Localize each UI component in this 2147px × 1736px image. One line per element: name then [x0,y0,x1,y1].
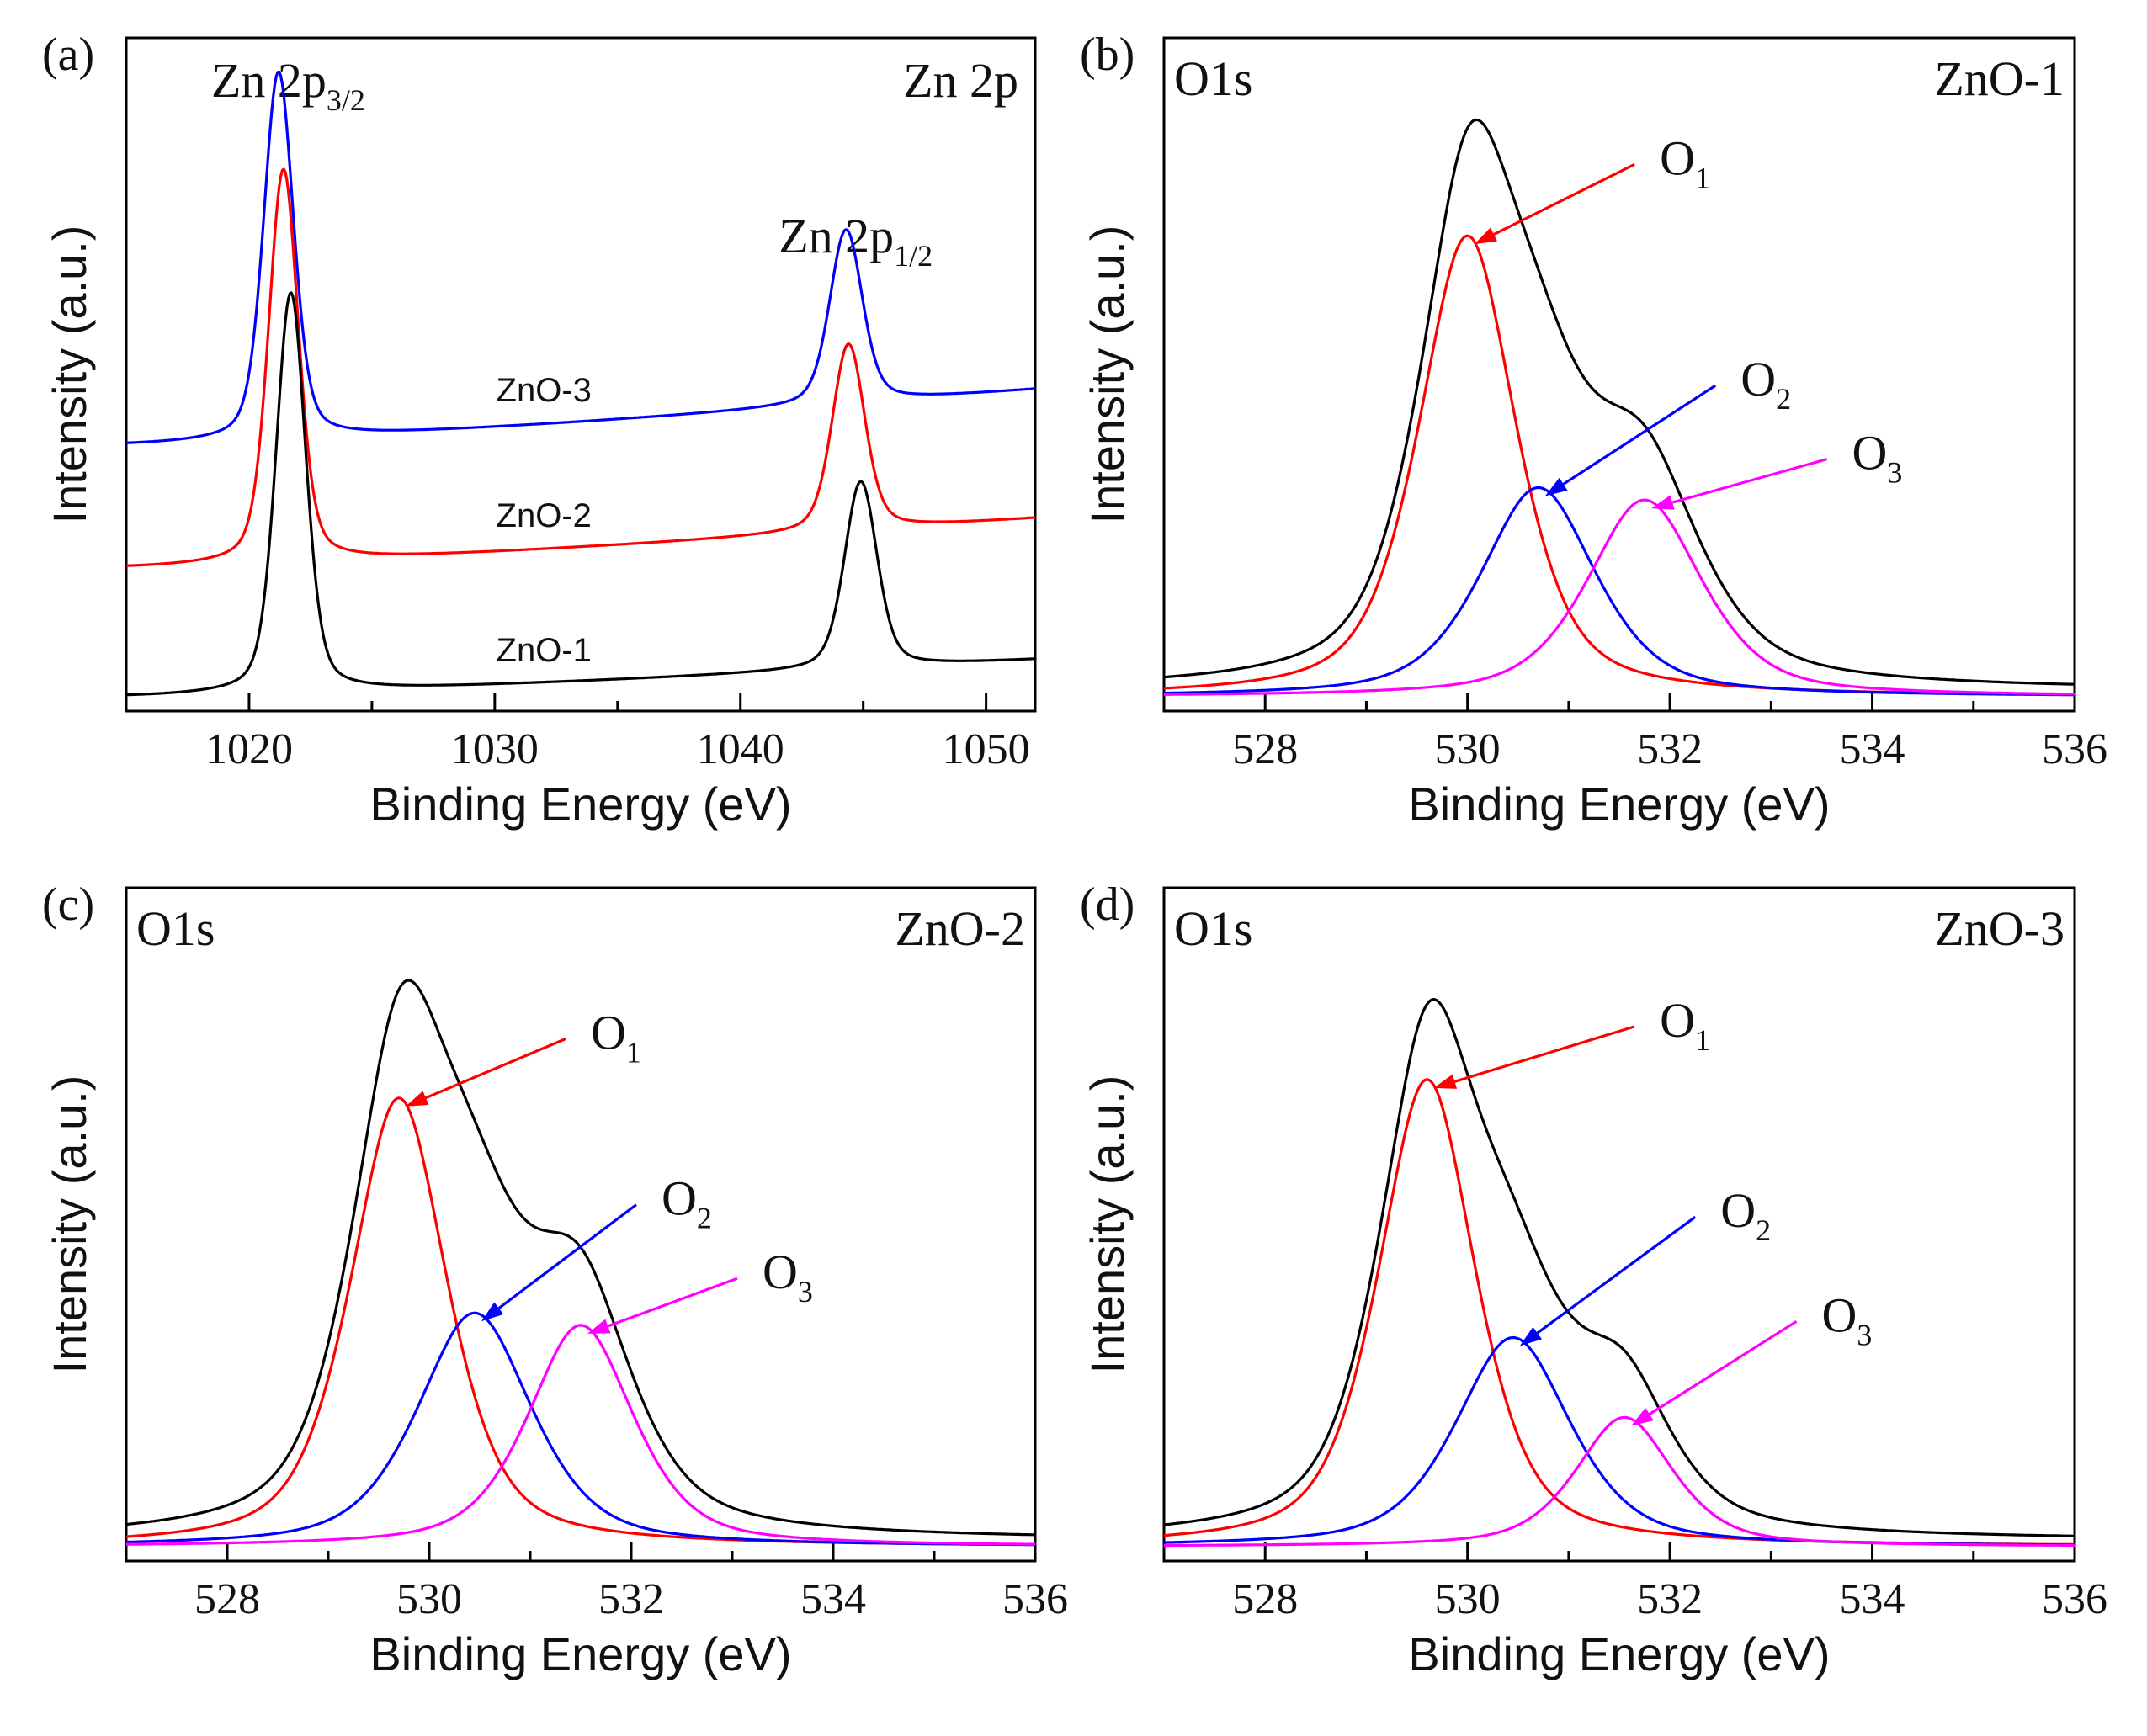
x-tick-label: 534 [1840,725,1905,773]
panel-letter: (b) [1080,29,1135,81]
panel-a: 1020 1030 1040 1050 Binding Energy (eV) Inten… [42,29,1037,831]
x-axis-label: Binding Energy (eV) [369,778,791,831]
y-axis-label: Intensity (a.u.) [43,226,96,524]
component-label-O1: O1 [1660,993,1710,1057]
x-tick-label: 528 [1232,1575,1298,1623]
x-axis-label: Binding Energy (eV) [1408,1627,1830,1680]
x-tick-label: 530 [1435,725,1501,773]
x-tick-label: 536 [2042,1575,2107,1623]
y-axis-label: Intensity (a.u.) [1081,1075,1134,1374]
arrow-O2 [1562,384,1717,486]
component-label-O1: O1 [591,1006,641,1070]
x-axis-label: Binding Energy (eV) [1408,778,1830,831]
spectrum-title: O1s [1174,901,1252,956]
panel-b: 528 530 532 534 536 Binding Energy (eV) Intens… [1080,29,2107,831]
panel-d: 528 530 532 534 536 Binding Energy (eV) Intens… [1080,879,2107,1680]
plot-frame [125,36,1037,713]
arrow-O1 [1493,162,1635,236]
arrow-O2 [1536,1215,1697,1335]
arrowhead-O3 [1631,1407,1654,1426]
component-line-O2 [125,1311,1035,1547]
x-tick-label: 1030 [451,725,539,773]
sample-name: ZnO-2 [895,901,1025,956]
x-tick-label: 534 [1840,1575,1905,1623]
x-tick-label: 1050 [943,725,1030,773]
x-tick-label: 532 [1637,1575,1703,1623]
component-line-O3 [1164,498,2075,696]
x-tick-label: 530 [1435,1575,1501,1623]
component-label-O3: O3 [1852,426,1903,490]
peak-label: Zn 2p3/2 [211,53,365,117]
y-axis-label: Intensity (a.u.) [1081,226,1134,524]
component-line-O1 [1163,1078,2075,1547]
component-line-O1 [125,1096,1035,1547]
component-label-O3: O3 [1821,1287,1872,1351]
x-tick-label: 536 [2042,725,2107,773]
component-line-O3 [1164,1415,2075,1548]
sample-name: ZnO-1 [1934,51,2065,106]
arrowhead-O2 [481,1302,504,1322]
component-label-O3: O3 [763,1245,813,1309]
envelope-line [1163,997,2075,1537]
plot-frame [125,886,1037,1563]
x-tick-label: 528 [194,1575,260,1623]
component-line-O3 [126,1324,1035,1546]
panel-c: 528 530 532 534 536 Binding Energy (eV) Intens… [42,879,1068,1680]
component-label-O1: O1 [1660,130,1710,194]
x-tick-label: 534 [800,1575,866,1623]
plot-frame [1162,886,2076,1563]
x-tick-label: 1040 [697,725,784,773]
x-tick-label: 532 [1637,725,1703,773]
arrowhead-O3 [587,1319,611,1334]
arrowhead-O1 [1474,227,1497,245]
arrowhead-O3 [1651,495,1675,510]
envelope-line [1163,118,2075,686]
arrow-O3 [607,1277,738,1328]
arrow-O1 [425,1038,566,1100]
arrowhead-O2 [1544,477,1568,496]
panel-letter: (c) [42,879,94,931]
x-tick-label: 532 [598,1575,664,1623]
component-label-O2: O2 [1720,1183,1771,1247]
x-axis-label: Binding Energy (eV) [369,1627,791,1680]
component-label-O2: O2 [662,1171,712,1235]
component-line-O1 [1163,234,2075,696]
arrow-O1 [1453,1025,1635,1083]
panel-letter: (a) [42,29,94,81]
arrow-O2 [497,1203,637,1309]
x-tick-label: 530 [396,1575,462,1623]
arrowhead-O2 [1519,1326,1543,1346]
x-tick-label: 528 [1232,725,1298,773]
component-line-O2 [1164,486,2075,697]
component-label-O2: O2 [1740,352,1791,416]
series-line-ZnO-1 [125,291,1035,697]
series-label: ZnO-1 [497,632,592,669]
series-label: ZnO-3 [497,372,592,409]
spectrum-title: O1s [136,901,215,956]
x-tick-label: 536 [1002,1575,1068,1623]
spectrum-title: Zn 2p [903,53,1018,108]
arrowhead-O1 [1433,1074,1458,1089]
plot-frame [1162,36,2076,713]
arrow-O3 [1649,1319,1798,1415]
arrow-O3 [1671,458,1827,504]
sample-name: ZnO-3 [1934,901,2065,956]
series-line-ZnO-2 [126,167,1036,567]
series-line-ZnO-3 [126,70,1036,444]
envelope-line [125,979,1036,1537]
spectrum-title: O1s [1174,51,1252,106]
panel-letter: (d) [1080,879,1135,931]
component-line-O2 [1164,1335,2075,1547]
series-label: ZnO-2 [497,497,592,534]
arrowhead-O1 [406,1091,429,1107]
x-tick-label: 1020 [205,725,293,773]
y-axis-label: Intensity (a.u.) [43,1075,96,1374]
